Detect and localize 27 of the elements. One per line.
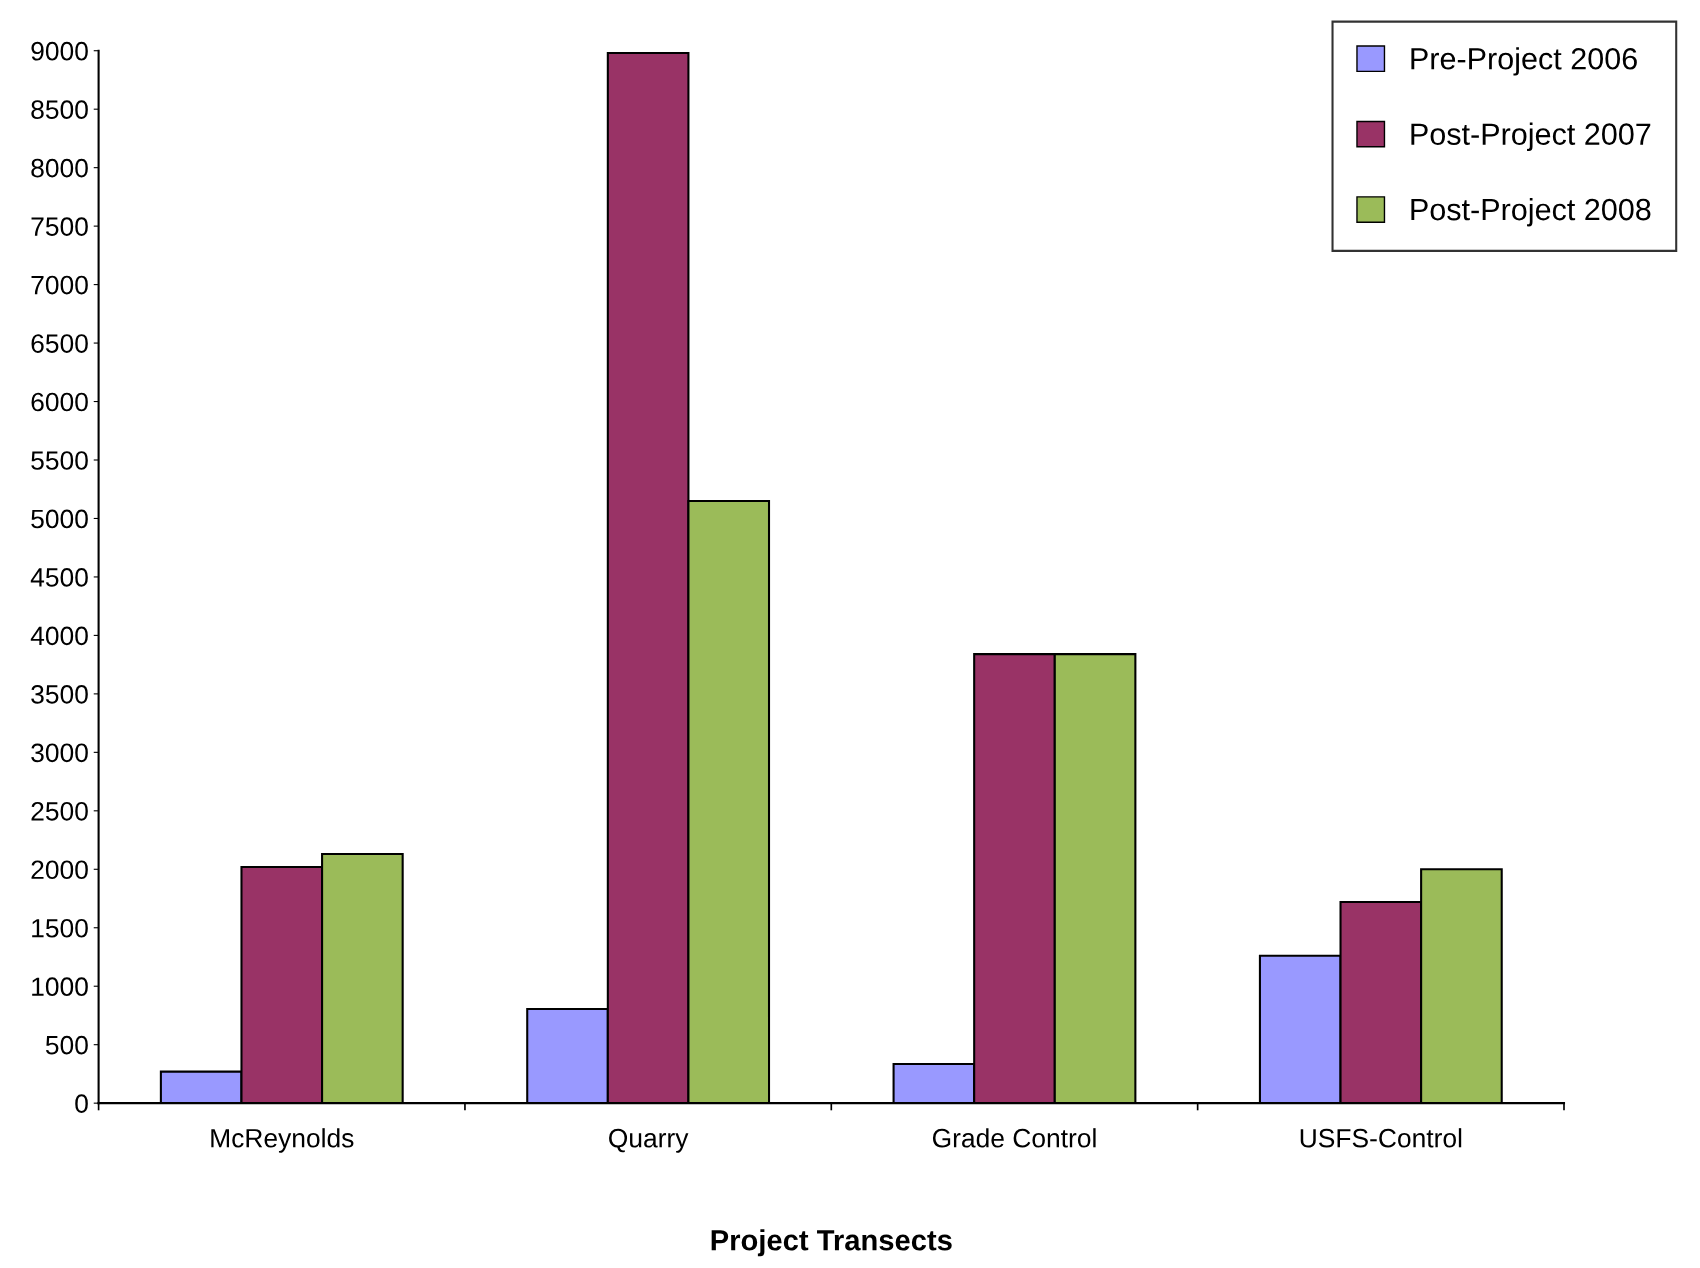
x-tick-label: McReynolds <box>211 1128 354 1153</box>
x-tick-label: Quarry <box>609 1128 689 1153</box>
y-tick-label: 2000 <box>31 860 88 880</box>
y-tick-label: 6500 <box>31 334 88 353</box>
y-tick-label: 4500 <box>30 568 88 587</box>
y-tick-label: 500 <box>45 1035 88 1055</box>
y-tick-label: 6000 <box>31 392 88 412</box>
y-tick-label: 1000 <box>32 977 88 997</box>
y-tick-label: 9000 <box>31 41 88 61</box>
y-tick-label: 2500 <box>31 801 88 821</box>
y-tick-label: 7000 <box>31 275 88 295</box>
x-axis-title: Project Transects <box>711 1229 952 1257</box>
y-tick-label: 5500 <box>31 451 88 470</box>
y-tick-label: 3000 <box>31 743 88 763</box>
y-tick-label: 0 <box>75 1094 88 1113</box>
y-tick-label: 5000 <box>31 509 88 529</box>
legend-label: Post-Project 2008 <box>1411 197 1651 227</box>
y-tick-label: 3500 <box>31 685 88 704</box>
y-tick-label: 7500 <box>31 217 88 236</box>
y-tick-label: 8500 <box>31 100 88 120</box>
y-tick-label: 4000 <box>30 626 88 646</box>
x-tick-label: Grade Control <box>932 1128 1096 1148</box>
legend-label: Post-Project 2007 <box>1411 122 1651 152</box>
y-tick-label: 1500 <box>32 918 88 938</box>
legend-label: Pre-Project 2006 <box>1411 47 1637 76</box>
x-tick-label: USFS-Control <box>1300 1128 1462 1148</box>
y-tick-label: 8000 <box>31 158 88 178</box>
